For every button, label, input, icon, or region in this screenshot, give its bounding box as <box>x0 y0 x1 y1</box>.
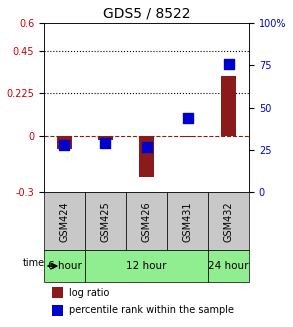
Text: 6 hour: 6 hour <box>47 261 81 271</box>
Bar <box>98 136 113 140</box>
Title: GDS5 / 8522: GDS5 / 8522 <box>103 6 190 20</box>
Bar <box>52 287 63 298</box>
Text: GSM426: GSM426 <box>142 201 151 242</box>
Bar <box>222 76 236 136</box>
Text: time: time <box>23 258 45 268</box>
Text: log ratio: log ratio <box>69 287 109 298</box>
Text: percentile rank within the sample: percentile rank within the sample <box>69 305 234 316</box>
Text: GSM432: GSM432 <box>224 201 234 242</box>
Text: 24 hour: 24 hour <box>208 261 249 271</box>
Bar <box>208 192 249 250</box>
Bar <box>208 250 249 282</box>
Bar <box>126 192 167 250</box>
Text: GSM425: GSM425 <box>100 201 110 242</box>
Text: GSM431: GSM431 <box>183 201 193 242</box>
Bar <box>52 305 63 316</box>
Bar <box>139 136 154 177</box>
Text: GSM424: GSM424 <box>59 201 69 242</box>
Point <box>185 115 190 120</box>
Bar <box>85 192 126 250</box>
Bar <box>167 192 208 250</box>
Point <box>144 144 149 149</box>
Text: 12 hour: 12 hour <box>126 261 167 271</box>
Bar <box>180 136 195 137</box>
Point <box>62 142 67 147</box>
Point <box>226 61 231 66</box>
Bar <box>44 192 85 250</box>
Point <box>103 141 108 146</box>
Bar <box>44 250 85 282</box>
Bar <box>57 136 71 149</box>
Bar <box>85 250 208 282</box>
